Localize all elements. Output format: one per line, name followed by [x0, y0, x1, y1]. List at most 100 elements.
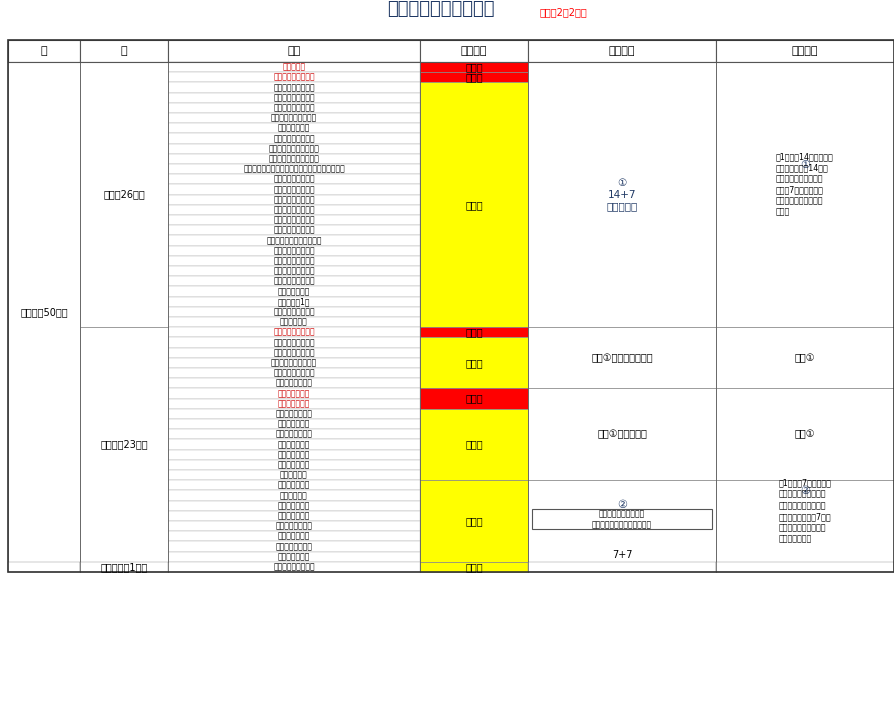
Text: 呼兰区康全街道: 呼兰区康全街道 [278, 440, 310, 449]
Text: ②: ② [800, 486, 810, 496]
Bar [528, 388, 716, 480]
Bar [8, 40, 894, 572]
Bar [168, 460, 420, 470]
Bar [168, 72, 420, 82]
Bar [168, 327, 420, 337]
Bar [420, 40, 528, 62]
Text: 道里区新阳路街道: 道里区新阳路街道 [275, 522, 313, 531]
Bar [168, 184, 420, 194]
Bar [168, 511, 420, 521]
Text: 高风险: 高风险 [465, 62, 483, 72]
Text: 中风险: 中风险 [465, 562, 483, 572]
Text: 参照①: 参照① [795, 352, 815, 363]
Bar [168, 541, 420, 551]
Text: 呼兰区兰河街道: 呼兰区兰河街道 [278, 389, 310, 398]
Text: 省: 省 [41, 46, 47, 56]
Text: 北林区园丁1区: 北林区园丁1区 [278, 297, 310, 306]
Text: 呼兰区腰堡街道: 呼兰区腰堡街道 [278, 420, 310, 428]
Bar [80, 327, 168, 562]
Text: 风险地区所在县、区或
乡镇、街道（参照工作提示）: 风险地区所在县、区或 乡镇、街道（参照工作提示） [592, 509, 652, 529]
Bar [420, 62, 528, 72]
Text: 呼兰区呼兰街道: 呼兰区呼兰街道 [278, 399, 310, 408]
Text: 道里区工农街道: 道里区工农街道 [278, 532, 310, 541]
Bar [168, 378, 420, 388]
Bar [528, 62, 716, 327]
Bar [168, 470, 420, 480]
Bar [528, 327, 716, 388]
Text: 第1天和第7天分别进行
一次核酸检测；对居家
健康观察期满核酸检测
阴性者，继续实施7天日
常健康监测，期满再进
行一次核酸检测: 第1天和第7天分别进行 一次核酸检测；对居家 健康观察期满核酸检测 阴性者，继续… [779, 479, 831, 543]
Bar [80, 40, 168, 62]
Bar [168, 276, 420, 287]
Bar [168, 113, 420, 123]
Text: 北林区博学公寓: 北林区博学公寓 [278, 287, 310, 296]
Bar [716, 40, 894, 62]
Text: 道里区抚顺街道: 道里区抚顺街道 [278, 552, 310, 561]
Text: 地区: 地区 [287, 46, 300, 56]
Text: 安达市金税小区: 安达市金税小区 [278, 124, 310, 133]
Text: 海伦市丰山乡丰荣村: 海伦市丰山乡丰荣村 [274, 216, 315, 225]
Bar [168, 154, 420, 164]
Bar [168, 40, 420, 62]
Text: 高风险: 高风险 [465, 327, 483, 337]
Text: 道外区新一街道: 道外区新一街道 [278, 501, 310, 511]
Text: 海伦市水富镇众发村: 海伦市水富镇众发村 [274, 83, 315, 92]
Text: 参照①（呼兰区）: 参照①（呼兰区） [597, 429, 647, 439]
Text: 北林区气象小区一期: 北林区气象小区一期 [274, 246, 315, 255]
Bar [528, 480, 716, 562]
Bar [168, 409, 420, 419]
Text: 管控措施: 管控措施 [609, 46, 636, 56]
Bar [168, 500, 420, 511]
Text: 安达市准圆人家小区: 安达市准圆人家小区 [274, 104, 315, 112]
Text: 安达市圣世家园小区: 安达市圣世家园小区 [274, 93, 315, 102]
Text: 安达市华庭二期小区: 安达市华庭二期小区 [274, 134, 315, 143]
Text: 北林区世福汇: 北林区世福汇 [280, 317, 308, 327]
Bar [420, 337, 528, 388]
Bar [168, 521, 420, 531]
Text: 利民开发区乐业镇: 利民开发区乐业镇 [275, 379, 313, 388]
Text: 南岗区和兴路街道: 南岗区和兴路街道 [275, 542, 313, 551]
Bar [168, 82, 420, 93]
Bar [420, 388, 528, 409]
Text: 道里区建国街道: 道里区建国街道 [278, 511, 310, 521]
Text: 呼兰区建设路街道: 呼兰区建设路街道 [275, 430, 313, 439]
Bar [168, 93, 420, 103]
Bar [80, 62, 168, 327]
Bar [168, 123, 420, 134]
Bar [420, 409, 528, 480]
Text: 市: 市 [121, 46, 127, 56]
Text: 香坊区新成街道: 香坊区新成街道 [278, 480, 310, 490]
Text: 道外区巴溪镇: 道外区巴溪镇 [280, 491, 308, 500]
Text: 利民开发区利民街道: 利民开发区利民街道 [274, 338, 315, 347]
Bar [168, 287, 420, 297]
Bar [420, 562, 528, 572]
Bar [8, 562, 80, 572]
Text: 呼兰区孟家乡: 呼兰区孟家乡 [280, 470, 308, 480]
Bar [532, 509, 712, 529]
Bar [528, 40, 716, 62]
Text: 海伦市水富镇东大村: 海伦市水富镇东大村 [274, 73, 315, 82]
Bar [168, 480, 420, 490]
Text: 安达市润达学府苑小区: 安达市润达学府苑小区 [271, 114, 317, 122]
Bar [168, 194, 420, 204]
Bar [168, 225, 420, 235]
Bar [168, 307, 420, 317]
Text: 利民开发区利业街道: 利民开发区利业街道 [274, 369, 315, 378]
Text: ①: ① [800, 159, 810, 169]
Text: 中风险: 中风险 [465, 199, 483, 209]
Bar [168, 551, 420, 562]
Text: 呼兰区公园路街道: 呼兰区公园路街道 [275, 410, 313, 418]
Text: 高风险: 高风险 [465, 393, 483, 403]
Text: 昂昂溪区大五福玛村: 昂昂溪区大五福玛村 [274, 563, 315, 571]
Text: 高风险: 高风险 [465, 72, 483, 82]
Text: 海伦市水富镇向发村: 海伦市水富镇向发村 [274, 185, 315, 194]
Bar [168, 419, 420, 429]
Text: ①
14+7
（绥化市）: ① 14+7 （绥化市） [606, 178, 637, 211]
Text: 中风险: 中风险 [465, 440, 483, 450]
Text: 利民开发区南京路街道: 利民开发区南京路街道 [271, 358, 317, 368]
Bar [716, 327, 894, 388]
Bar [168, 347, 420, 358]
Text: 参照①: 参照① [795, 429, 815, 439]
Text: 利民开发区稻强街道: 利民开发区稻强街道 [274, 348, 315, 358]
Text: 安达市民政局家属楼小区: 安达市民政局家属楼小区 [268, 144, 319, 153]
Text: 黑龙江（50个）: 黑龙江（50个） [21, 307, 68, 317]
